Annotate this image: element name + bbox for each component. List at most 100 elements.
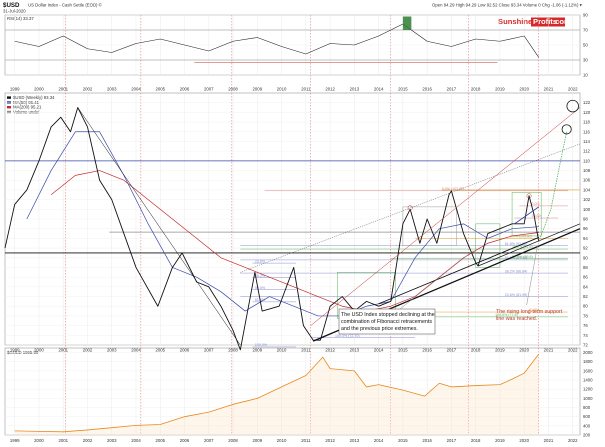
symbol-description: US Dollar Index - Cash Settle (EOD) © <box>28 3 103 8</box>
x-tick-label-top: 2001 <box>58 87 68 92</box>
support-line-secondary <box>378 236 539 305</box>
projection-path <box>538 131 567 242</box>
x-tick-label-top: 2022 <box>568 87 578 92</box>
blue-trend-segment <box>514 206 540 225</box>
x-tick-label-top: 2021 <box>544 87 554 92</box>
x-tick-label-top: 1999 <box>10 87 20 92</box>
x-tick-label-bottom: 2016 <box>422 438 432 443</box>
x-tick-label-top: 2010 <box>277 87 287 92</box>
annotation-line-3: and the previous price extremes. <box>341 326 418 332</box>
x-tick-label-mid: 2018 <box>471 348 481 353</box>
fib-level-label: 0.0% (103.82) <box>510 235 533 239</box>
fib-level-label: 61.8% <box>529 308 540 312</box>
fib-level-label: 100.0% <box>255 343 268 347</box>
x-tick-label-mid: 2021 <box>544 348 554 353</box>
x-tick-label-mid: 2022 <box>568 348 578 353</box>
gold-tick-label: 2000 <box>583 350 593 355</box>
legend-swatch <box>7 96 11 99</box>
fib-level-label: 50.0% <box>255 286 266 290</box>
main-tick-label: 114 <box>583 139 590 144</box>
red-channel-line <box>310 107 581 326</box>
x-tick-label-bottom: 2017 <box>447 438 457 443</box>
logo-box <box>531 17 565 27</box>
x-tick-label-mid: 2009 <box>253 348 263 353</box>
x-tick-label-bottom: 2021 <box>544 438 554 443</box>
x-tick-label-bottom: 1999 <box>10 438 20 443</box>
dotted-channel-line <box>240 143 581 273</box>
gold-tick-label: 1000 <box>583 396 593 401</box>
main-tick-label: 98 <box>583 217 588 222</box>
x-tick-label-bottom: 2006 <box>180 438 190 443</box>
x-tick-label-bottom: 2015 <box>398 438 408 443</box>
x-tick-label-mid: 2007 <box>204 348 214 353</box>
marker-circle-2015 <box>407 205 413 211</box>
x-tick-label-top: 2015 <box>398 87 408 92</box>
x-tick-label-bottom: 2011 <box>301 438 311 443</box>
legend-item: Volume undef <box>13 109 40 114</box>
x-tick-label-mid: 2019 <box>495 348 505 353</box>
x-tick-label-top: 2019 <box>495 87 505 92</box>
annotation-line-1: The USD Index stopped declining at the <box>341 312 435 318</box>
marker-circle-2020 <box>526 193 532 199</box>
main-tick-label: 78 <box>583 313 588 318</box>
x-tick-label-top: 2014 <box>374 87 384 92</box>
main-tick-label: 80 <box>583 304 588 309</box>
x-tick-label-mid: 2016 <box>422 348 432 353</box>
annotation-box-bg <box>338 308 436 335</box>
fib-level-label: 50.0% (89.56) <box>505 256 528 260</box>
fib-level-label: 50.0% (89.8) <box>512 255 533 259</box>
x-tick-label-mid: 2003 <box>107 348 117 353</box>
x-tick-label-top: 2020 <box>519 87 529 92</box>
fib-level-label: 38.2% <box>255 274 266 278</box>
main-tick-label: 120 <box>583 110 591 115</box>
x-tick-label-bottom: 2009 <box>253 438 263 443</box>
main-annotation-box: The USD Index stopped declining at the c… <box>338 308 436 335</box>
gold-tick-label: 1800 <box>583 359 593 364</box>
target-circle-lower <box>561 124 572 135</box>
x-tick-label-mid: 2020 <box>519 348 529 353</box>
main-tick-label: 116 <box>583 129 590 134</box>
main-tick-label: 90 <box>583 255 588 260</box>
x-tick-label-top: 2009 <box>253 87 263 92</box>
chart-series <box>4 16 540 435</box>
ma50-line <box>26 131 539 317</box>
fib-level-label: 23.6% <box>255 259 266 263</box>
x-tick-label-top: 2013 <box>350 87 360 92</box>
symbol-label: $USD <box>3 2 20 9</box>
rsi-tick-label: 30 <box>583 58 588 63</box>
x-tick-label-top: 2000 <box>34 87 44 92</box>
x-tick-label-bottom: 2004 <box>131 438 141 443</box>
fib-level-label: 23.6% <box>531 214 542 218</box>
x-tick-label-bottom: 2008 <box>228 438 238 443</box>
x-tick-label-bottom: 2019 <box>495 438 505 443</box>
x-tick-label-mid: 2006 <box>180 348 190 353</box>
descending-trendline <box>77 107 241 346</box>
main-tick-label: 86 <box>583 275 588 280</box>
main-tick-label: 76 <box>583 323 588 328</box>
x-tick-label-top: 2003 <box>107 87 117 92</box>
x-tick-label-top: 2012 <box>325 87 335 92</box>
x-tick-label-top: 2011 <box>301 87 311 92</box>
rsi-tick-label: 50 <box>583 43 588 48</box>
gold-tick-label: 800 <box>583 405 591 410</box>
main-tick-label: 100 <box>583 207 591 212</box>
x-tick-label-top: 2018 <box>471 87 481 92</box>
main-tick-label: 112 <box>583 149 590 154</box>
logo-text-left: Sunshine <box>498 17 532 26</box>
rsi-tick-label: 90 <box>583 13 588 18</box>
x-tick-label-bottom: 2010 <box>277 438 287 443</box>
x-tick-label-mid: 2015 <box>398 348 408 353</box>
gold-tick-label: 200 <box>583 433 591 438</box>
x-tick-label-top: 2005 <box>155 87 165 92</box>
x-tick-label-bottom: 2020 <box>519 438 529 443</box>
x-tick-label-bottom: 2013 <box>350 438 360 443</box>
x-tick-label-mid: 2012 <box>325 348 335 353</box>
legend-item: MA(50) 96.41 <box>13 100 40 105</box>
x-tick-label-mid: 2008 <box>228 348 238 353</box>
fib-level-label: 0.0% <box>531 202 540 206</box>
legend-swatch <box>7 101 11 104</box>
right-annotation-line-1: The rising long-term support <box>496 309 563 315</box>
fib-level-label: 0.0% (103.82) <box>442 187 465 191</box>
x-tick-label-top: 2004 <box>131 87 141 92</box>
